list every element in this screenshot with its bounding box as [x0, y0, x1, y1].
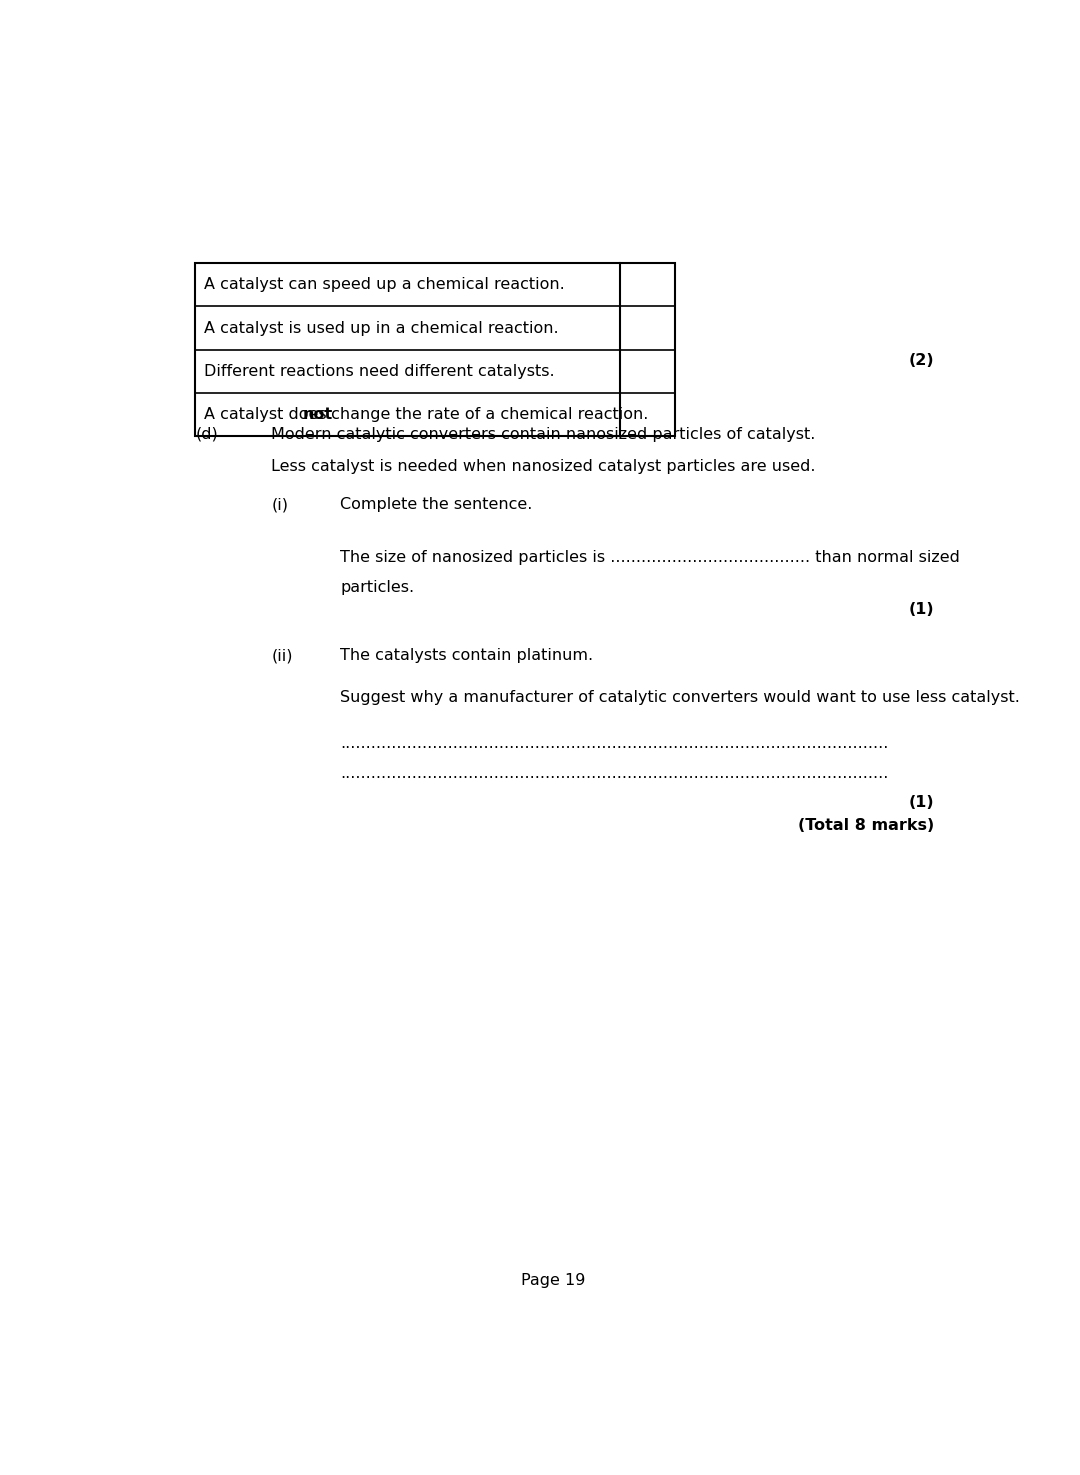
Text: The size of nanosized particles is ....................................... than : The size of nanosized particles is .....… — [340, 550, 960, 565]
Text: (1): (1) — [908, 795, 934, 810]
Text: ................................................................................: ........................................… — [340, 767, 889, 782]
Text: A catalyst does: A catalyst does — [204, 407, 332, 422]
Text: Modern catalytic converters contain nanosized particles of catalyst.: Modern catalytic converters contain nano… — [271, 426, 815, 442]
Text: (d): (d) — [195, 426, 218, 442]
Text: A catalyst can speed up a chemical reaction.: A catalyst can speed up a chemical react… — [204, 277, 565, 292]
Text: ................................................................................: ........................................… — [340, 736, 889, 751]
Text: particles.: particles. — [340, 580, 415, 596]
Text: (i): (i) — [271, 497, 288, 512]
Text: Suggest why a manufacturer of catalytic converters would want to use less cataly: Suggest why a manufacturer of catalytic … — [340, 690, 1020, 705]
Text: A catalyst is used up in a chemical reaction.: A catalyst is used up in a chemical reac… — [204, 320, 558, 335]
Bar — [195, 264, 675, 437]
Text: Different reactions need different catalysts.: Different reactions need different catal… — [204, 364, 554, 379]
Text: Less catalyst is needed when nanosized catalyst particles are used.: Less catalyst is needed when nanosized c… — [271, 459, 815, 473]
Text: The catalysts contain platinum.: The catalysts contain platinum. — [340, 649, 593, 664]
Text: Complete the sentence.: Complete the sentence. — [340, 497, 532, 512]
Text: (Total 8 marks): (Total 8 marks) — [798, 817, 934, 832]
Text: (2): (2) — [908, 353, 934, 369]
Text: (ii): (ii) — [271, 649, 293, 664]
Text: change the rate of a chemical reaction.: change the rate of a chemical reaction. — [326, 407, 648, 422]
Text: not: not — [302, 407, 333, 422]
Text: (1): (1) — [908, 602, 934, 617]
Text: Page 19: Page 19 — [522, 1273, 585, 1288]
